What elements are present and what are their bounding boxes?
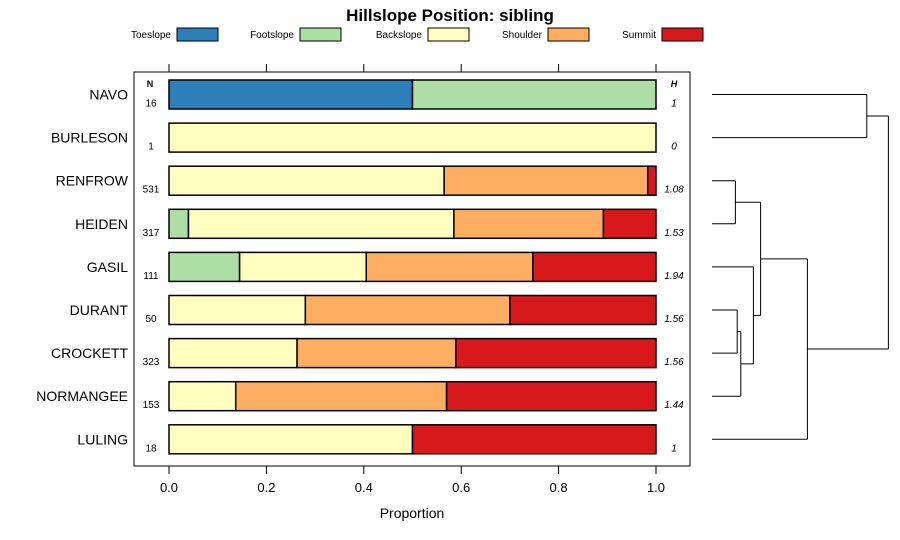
legend-label-footslope: Footslope — [250, 30, 294, 41]
bar-segment-normangee-summit — [445, 380, 657, 412]
x-tick-label: 0.0 — [160, 480, 178, 495]
legend-label-backslope: Backslope — [376, 30, 423, 41]
h-value: 1 — [671, 99, 677, 110]
category-labels: NAVO BURLESON RENFROW HEIDEN GASIL DURANT CROC… — [36, 87, 129, 448]
plot-frame — [133, 71, 691, 467]
bar-segment-heiden-shoulder — [453, 208, 605, 240]
legend-label-shoulder: Shoulder — [502, 30, 543, 41]
legend-swatch-shoulder — [547, 27, 590, 42]
bar-segment-heiden-footslope — [168, 208, 190, 240]
x-tick-label: 0.4 — [355, 480, 373, 495]
bar-segment-navo-toeslope — [168, 79, 414, 110]
legend-swatch-summit — [661, 27, 704, 42]
category-label: RENFROW — [56, 173, 129, 189]
bar-segment-crockett-backslope — [168, 337, 298, 369]
bar-segment-heiden-backslope — [187, 208, 455, 240]
bar-segment-gasil-shoulder — [365, 251, 534, 283]
h-value: 0 — [671, 142, 677, 153]
h-value: 1.53 — [664, 228, 684, 239]
n-value: 317 — [143, 228, 160, 239]
x-tick-label: 0.8 — [550, 480, 568, 495]
h-value: 1.56 — [664, 314, 684, 325]
bar-segment-heiden-summit — [602, 208, 657, 240]
n-value: 111 — [143, 271, 159, 282]
n-value: 16 — [145, 99, 157, 110]
legend-swatch-toeslope — [176, 27, 219, 42]
bar-segment-navo-footslope — [411, 79, 657, 110]
category-label: LULING — [77, 431, 128, 447]
n-labels: 16 1 531 317 111 50 323 153 18 — [143, 99, 160, 455]
bar-segment-durant-backslope — [168, 294, 307, 326]
bar-segment-normangee-shoulder — [234, 380, 448, 412]
x-tick-label: 1.0 — [647, 480, 665, 495]
bar-segment-gasil-backslope — [238, 251, 367, 283]
bar-segment-durant-shoulder — [304, 294, 511, 326]
bar-segment-renfrow-shoulder — [443, 165, 649, 196]
h-value: 1.08 — [664, 185, 684, 196]
bar-segment-burleson-backslope — [168, 122, 657, 153]
category-label: DURANT — [70, 302, 129, 318]
bar-segment-gasil-summit — [532, 251, 657, 283]
h-labels: 1 0 1.08 1.53 1.94 1.56 1.56 1.44 1 — [664, 99, 684, 455]
h-value: 1.94 — [664, 271, 684, 282]
x-axis: 0.0 0.2 0.4 0.6 0.8 1.0 — [160, 466, 665, 495]
n-value: 18 — [145, 443, 157, 454]
bar-segment-luling-backslope — [168, 424, 414, 455]
n-value: 1 — [148, 142, 154, 153]
n-column-header: N — [147, 79, 154, 89]
n-value: 531 — [143, 185, 160, 196]
bar-segment-durant-summit — [509, 294, 657, 326]
category-label: NAVO — [89, 87, 128, 103]
legend: Toeslope Footslope Backslope Shoulder Summit — [131, 27, 704, 42]
x-axis-title: Proportion — [380, 505, 445, 521]
category-label: HEIDEN — [75, 216, 128, 232]
legend-label-toeslope: Toeslope — [131, 30, 171, 41]
x-tick-label: 0.2 — [257, 480, 275, 495]
bar-segment-crockett-shoulder — [296, 337, 457, 369]
h-column-header: H — [671, 79, 678, 89]
n-value: 323 — [143, 357, 160, 368]
top-axis-ticks — [168, 64, 657, 72]
dendrogram — [712, 94, 889, 440]
h-value: 1.56 — [664, 357, 684, 368]
h-value: 1.44 — [664, 400, 684, 411]
h-value: 1 — [671, 443, 677, 454]
bar-segment-crockett-summit — [455, 337, 657, 369]
legend-label-summit: Summit — [622, 30, 656, 41]
category-label: NORMANGEE — [36, 388, 128, 404]
n-value: 153 — [143, 400, 160, 411]
x-tick-label: 0.6 — [452, 480, 470, 495]
bar-segment-normangee-backslope — [168, 380, 237, 412]
n-value: 50 — [145, 314, 157, 325]
legend-swatch-backslope — [427, 27, 470, 42]
category-label: CROCKETT — [51, 345, 128, 361]
category-label: GASIL — [87, 259, 128, 275]
bar-segment-luling-summit — [411, 424, 657, 455]
chart-title: Hillslope Position: sibling — [346, 6, 554, 25]
bar-segment-gasil-footslope — [168, 251, 241, 283]
category-label: BURLESON — [51, 130, 128, 146]
bar-segment-renfrow-backslope — [168, 165, 445, 196]
legend-swatch-footslope — [299, 27, 342, 42]
bars-group — [168, 79, 657, 455]
bar-segment-renfrow-summit — [646, 165, 657, 196]
